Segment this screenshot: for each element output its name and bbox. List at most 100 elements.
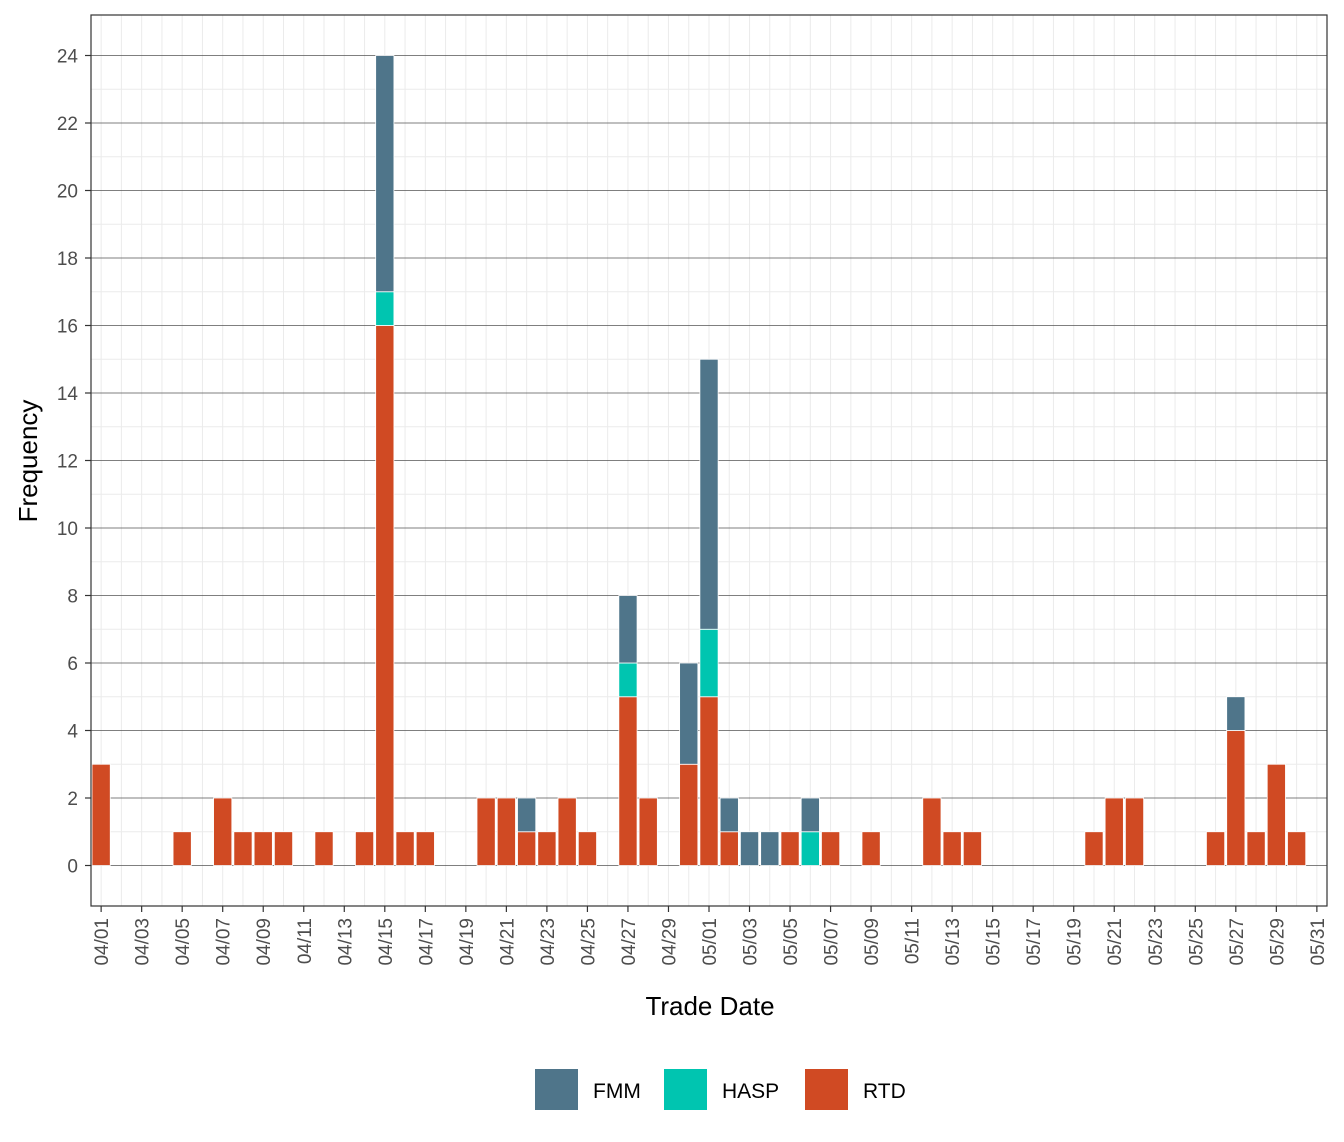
bar-rtd	[375, 325, 395, 866]
x-tick-label: 04/25	[578, 918, 599, 966]
bar-rtd	[172, 831, 192, 866]
x-tick-label: 05/31	[1308, 918, 1329, 966]
y-tick-label: 16	[57, 317, 78, 338]
x-axis-title: Trade Date	[645, 991, 774, 1021]
bar-rtd	[496, 797, 516, 866]
x-tick-label: 04/01	[92, 918, 113, 966]
bar-rtd	[1104, 797, 1124, 866]
legend-key-hasp	[664, 1069, 707, 1110]
x-tick-label: 05/11	[903, 918, 924, 964]
bar-fmm	[760, 831, 780, 866]
bar-rtd	[638, 797, 658, 866]
x-tick-label: 05/15	[984, 918, 1005, 966]
bar-rtd	[213, 797, 233, 866]
y-tick-label: 10	[57, 519, 78, 540]
x-tick-label: 04/27	[619, 918, 640, 966]
x-tick-label: 05/27	[1227, 918, 1248, 966]
bar-hasp	[375, 291, 395, 326]
y-tick-label: 2	[67, 789, 78, 810]
y-tick-label: 12	[57, 452, 78, 473]
bar-hasp	[699, 628, 719, 698]
bar-hasp	[618, 662, 638, 698]
y-tick-label: 20	[57, 182, 78, 203]
bar-rtd	[942, 831, 962, 866]
bar-rtd	[821, 831, 841, 866]
bar-rtd	[253, 831, 273, 866]
x-tick-label: 04/09	[254, 918, 275, 966]
x-tick-label: 04/15	[376, 918, 397, 966]
bar-rtd	[1206, 831, 1226, 866]
bar-rtd	[699, 696, 719, 866]
legend-label-hasp: HASP	[722, 1080, 779, 1103]
bar-rtd	[679, 763, 699, 866]
bar-rtd	[314, 831, 334, 866]
x-axis: 04/01 04/03 04/05 04/07 04/09 04/11 04/13 04/15…	[92, 906, 1329, 966]
y-tick-label: 0	[67, 857, 78, 878]
x-tick-label: 05/21	[1105, 918, 1126, 966]
bar-fmm	[719, 797, 739, 833]
bar-fmm	[699, 358, 719, 630]
x-tick-label: 05/13	[943, 918, 964, 966]
y-tick-label: 24	[57, 47, 79, 68]
bar-rtd	[233, 831, 253, 866]
bar-rtd	[1084, 831, 1104, 866]
legend-key-fmm	[535, 1069, 578, 1110]
y-axis-title: Frequency	[13, 400, 43, 523]
bar-rtd	[1266, 763, 1286, 866]
bar-rtd	[517, 831, 537, 866]
bar-rtd	[537, 831, 557, 866]
y-tick-label: 8	[67, 587, 78, 608]
bars	[91, 55, 1307, 866]
bar-fmm	[375, 55, 395, 293]
bar-rtd	[395, 831, 415, 866]
x-tick-label: 05/25	[1186, 918, 1207, 966]
x-tick-label: 05/01	[700, 918, 721, 966]
x-tick-label: 05/07	[822, 918, 843, 966]
bar-fmm	[1226, 696, 1246, 731]
x-tick-label: 04/05	[173, 918, 194, 966]
bar-rtd	[355, 831, 375, 866]
bar-rtd	[415, 831, 435, 866]
legend: FMM HASP RTD	[535, 1069, 906, 1110]
x-tick-label: 05/03	[741, 918, 762, 966]
x-tick-label: 05/17	[1024, 918, 1045, 966]
bar-rtd	[861, 831, 881, 866]
x-tick-label: 05/09	[862, 918, 883, 966]
bar-rtd	[273, 831, 294, 866]
x-tick-label: 04/23	[538, 918, 559, 966]
bar-rtd	[719, 831, 739, 866]
bar-fmm	[517, 797, 537, 833]
bar-fmm	[679, 662, 699, 765]
bar-rtd	[618, 696, 638, 866]
x-tick-label: 04/29	[659, 918, 680, 966]
bar-rtd	[577, 831, 597, 866]
x-tick-label: 04/17	[416, 918, 437, 966]
bar-rtd	[922, 797, 942, 866]
bar-fmm	[618, 595, 638, 664]
y-tick-label: 4	[67, 722, 78, 743]
bar-rtd	[91, 763, 111, 866]
x-tick-label: 04/19	[457, 918, 478, 966]
x-tick-label: 04/03	[133, 918, 154, 966]
legend-label-rtd: RTD	[863, 1080, 906, 1103]
bar-rtd	[476, 797, 496, 866]
x-tick-label: 04/13	[335, 918, 356, 966]
bar-rtd	[962, 831, 982, 866]
bar-hasp	[800, 831, 820, 866]
y-tick-label: 6	[67, 654, 78, 675]
x-tick-label: 04/11	[295, 918, 316, 964]
y-tick-label: 18	[57, 249, 78, 270]
x-tick-label: 04/07	[214, 918, 235, 966]
bar-rtd	[1226, 730, 1246, 866]
bar-fmm	[800, 797, 820, 833]
bar-rtd	[557, 797, 577, 866]
legend-label-fmm: FMM	[593, 1080, 641, 1103]
y-tick-label: 22	[57, 114, 78, 135]
x-tick-label: 05/19	[1065, 918, 1086, 966]
x-tick-label: 05/23	[1146, 918, 1167, 966]
x-tick-label: 04/21	[497, 918, 518, 966]
x-tick-label: 05/29	[1267, 918, 1288, 966]
x-tick-label: 05/05	[781, 918, 802, 966]
